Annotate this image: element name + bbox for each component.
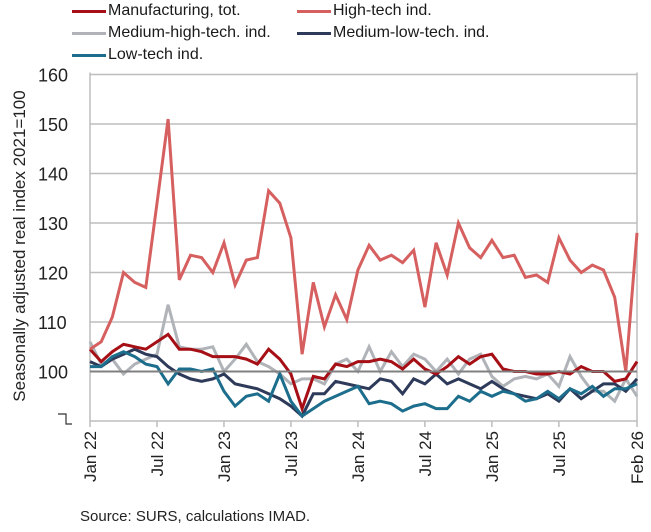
x-tick-label: Jul 23 — [282, 431, 301, 476]
legend-label: Low-tech ind. — [108, 46, 204, 63]
legend-label: Medium-low-tech. ind. — [333, 24, 490, 41]
x-tick-label: Jul 22 — [148, 431, 167, 476]
y-tick-label: 160 — [38, 66, 68, 86]
legend-item-manufacturing: Manufacturing, tot. — [72, 2, 241, 20]
source-note: Source: SURS, calculations IMAD. — [80, 508, 311, 525]
legend-swatch — [72, 9, 106, 13]
y-tick-label: 140 — [38, 165, 68, 185]
axis-break-icon — [58, 413, 72, 425]
legend-label: Manufacturing, tot. — [108, 2, 241, 19]
y-tick-label: 130 — [38, 214, 68, 234]
y-tick-label: 150 — [38, 115, 68, 135]
series-line-medium-low-tech-ind — [89, 347, 639, 419]
x-tick-label: Jan 23 — [215, 431, 234, 482]
legend-label: High-tech ind. — [333, 2, 432, 19]
x-tick-label: Jul 24 — [416, 431, 435, 476]
legend-label: Medium-high-tech. ind. — [108, 24, 271, 41]
legend-item-low-tech: Low-tech ind. — [72, 46, 203, 64]
legend-swatch — [72, 53, 106, 57]
x-tick-label: Jan 22 — [81, 431, 100, 482]
series-line-high-tech-ind — [89, 118, 639, 372]
series-line-manufacturing-tot — [88, 332, 639, 414]
legend-item-medium-high-tech: Medium-high-tech. ind. — [72, 24, 271, 42]
legend-swatch — [297, 9, 331, 13]
x-tick-label: Jan 24 — [349, 431, 368, 482]
legend-item-medium-low-tech: Medium-low-tech. ind. — [297, 24, 490, 42]
y-tick-label: 100 — [38, 363, 68, 383]
legend-item-high-tech: High-tech ind. — [297, 2, 432, 20]
y-tick-label: 110 — [38, 313, 67, 333]
x-tick-label: Jan 25 — [483, 431, 502, 482]
x-tick-label: Feb 26 — [628, 431, 647, 484]
x-tick-label: Jul 25 — [550, 431, 569, 476]
series-line-low-tech-ind — [90, 350, 638, 419]
legend-swatch — [297, 31, 331, 35]
legend-swatch — [72, 31, 106, 35]
y-tick-label: 120 — [38, 264, 68, 284]
